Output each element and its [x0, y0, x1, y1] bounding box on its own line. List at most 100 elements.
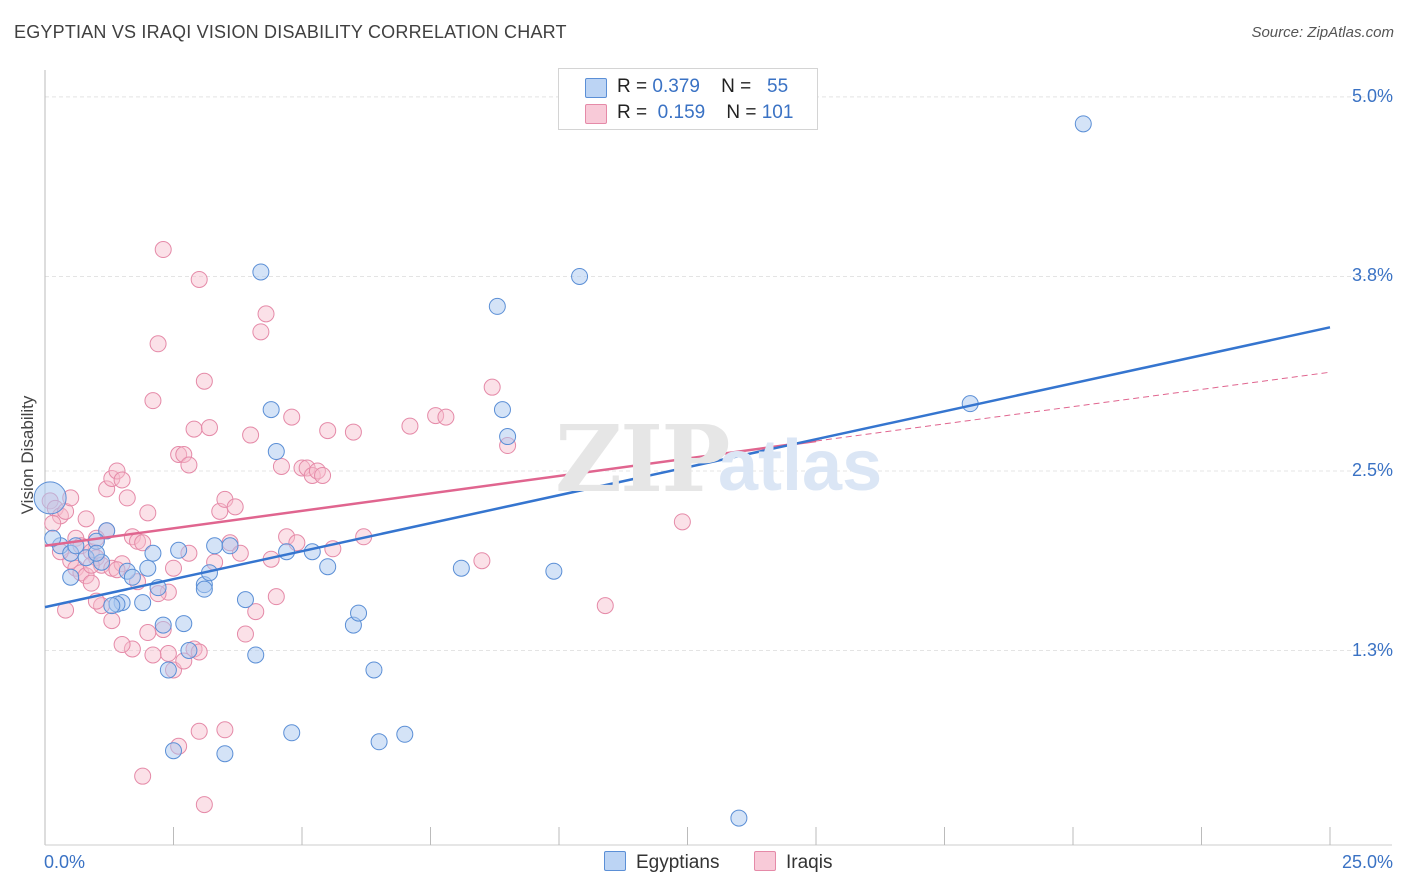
- egyptians-point: [730, 809, 748, 827]
- egyptians-points: [33, 115, 1092, 827]
- iraqis-point: [139, 624, 157, 642]
- iraqis-point: [247, 603, 265, 621]
- x-tick-label-min: 0.0%: [44, 852, 86, 872]
- iraqis-point: [272, 457, 290, 475]
- egyptians-point: [134, 594, 152, 612]
- iraqis-point: [252, 323, 270, 341]
- egyptians-point: [493, 401, 511, 419]
- iraqis-point: [190, 722, 208, 740]
- egyptians-swatch: [585, 78, 607, 98]
- egyptians-point: [195, 580, 213, 598]
- iraqis-point: [108, 462, 126, 480]
- egyptians-point: [283, 724, 301, 742]
- y-tick-label: 5.0%: [1351, 85, 1393, 106]
- iraqis-point: [134, 534, 152, 552]
- egyptians-point: [139, 559, 157, 577]
- iraqis-point: [267, 588, 285, 606]
- egyptians-point: [267, 443, 285, 461]
- egyptians-point: [216, 745, 234, 763]
- egyptians-point: [262, 401, 280, 419]
- egyptians-point: [180, 642, 198, 660]
- egyptians-point: [545, 562, 563, 580]
- iraqis-point: [139, 504, 157, 522]
- egyptians-r-label: R =: [617, 76, 648, 97]
- iraqis-point: [175, 446, 193, 464]
- iraqis-point: [195, 372, 213, 390]
- egyptians-point: [247, 646, 265, 664]
- legend-iraqis-label: Iraqis: [786, 852, 833, 873]
- iraqis-point: [483, 378, 501, 396]
- iraqis-point: [303, 466, 321, 484]
- iraqis-point: [473, 552, 491, 570]
- iraqis-point: [190, 270, 208, 288]
- iraqis-point: [149, 335, 167, 353]
- iraqis-point: [673, 513, 691, 531]
- iraqis-point: [344, 423, 362, 441]
- iraqis-point: [123, 640, 141, 658]
- iraqis-point: [257, 305, 275, 323]
- iraqis-point: [77, 510, 95, 528]
- egyptians-point: [44, 529, 62, 547]
- iraqis-point: [226, 498, 244, 516]
- legend-item-iraqis[interactable]: Iraqis: [754, 851, 832, 874]
- iraqis-point: [144, 646, 162, 664]
- watermark-zip: ZIP: [555, 405, 730, 513]
- iraqis-trend-line: [44, 439, 817, 548]
- y-tick-label: 1.3%: [1351, 639, 1393, 660]
- trend-lines: [44, 326, 1331, 609]
- egyptians-point: [87, 544, 105, 562]
- egyptians-point: [571, 267, 589, 285]
- iraqis-point: [195, 796, 213, 814]
- iraqis-point: [98, 480, 116, 498]
- iraqis-point: [200, 419, 218, 437]
- egyptians-point: [350, 604, 368, 622]
- iraqis-point: [308, 462, 326, 480]
- egyptians-point: [98, 522, 116, 540]
- iraqis-point: [165, 559, 182, 577]
- legend-item-egyptians[interactable]: Egyptians: [604, 851, 719, 874]
- iraqis-point: [134, 767, 152, 785]
- egyptians-n-value: 55: [767, 76, 789, 97]
- legend-iraqis-swatch: [754, 851, 776, 871]
- egyptians-r-value: 0.379: [652, 76, 700, 97]
- iraqis-point: [44, 514, 62, 532]
- iraqis-point: [242, 426, 260, 444]
- legend-egyptians-label: Egyptians: [636, 852, 720, 873]
- egyptians-point: [159, 661, 177, 679]
- egyptians-point: [1074, 115, 1092, 133]
- egyptians-point: [206, 537, 224, 555]
- axes: [44, 70, 1392, 846]
- iraqis-points: [41, 241, 691, 814]
- watermark-atlas: atlas: [718, 426, 883, 506]
- iraqis-point: [113, 471, 131, 489]
- stats-box: R = 0.379 N = 55 R = 0.159 N = 101: [558, 68, 818, 130]
- iraqis-point: [180, 456, 198, 474]
- egyptians-point: [154, 616, 172, 634]
- iraqis-point: [401, 417, 419, 435]
- iraqis-point: [82, 574, 100, 592]
- egyptians-point: [396, 725, 414, 743]
- egyptians-n-label: N =: [721, 76, 752, 97]
- iraqis-point: [314, 466, 332, 484]
- egyptians-point: [175, 615, 193, 633]
- iraqis-point: [437, 408, 455, 426]
- egyptians-trend-line: [44, 326, 1331, 609]
- iraqis-swatch: [585, 104, 607, 124]
- iraqis-point: [118, 489, 136, 507]
- y-tick-label: 3.8%: [1351, 265, 1393, 286]
- egyptians-point: [452, 559, 470, 577]
- source-label: Source: ZipAtlas.com: [1251, 24, 1394, 41]
- egyptians-point: [488, 297, 506, 315]
- iraqis-point: [144, 392, 162, 410]
- y-tick-label: 2.5%: [1351, 459, 1393, 480]
- iraqis-point: [236, 625, 254, 643]
- iraqis-point: [283, 408, 301, 426]
- iraqis-point: [113, 636, 131, 654]
- egyptians-point: [303, 543, 321, 561]
- egyptians-point: [252, 263, 270, 281]
- egyptians-point: [499, 428, 517, 446]
- egyptians-point: [62, 568, 80, 586]
- egyptians-point: [165, 742, 182, 760]
- x-tick-label-max: 25.0%: [1341, 852, 1393, 872]
